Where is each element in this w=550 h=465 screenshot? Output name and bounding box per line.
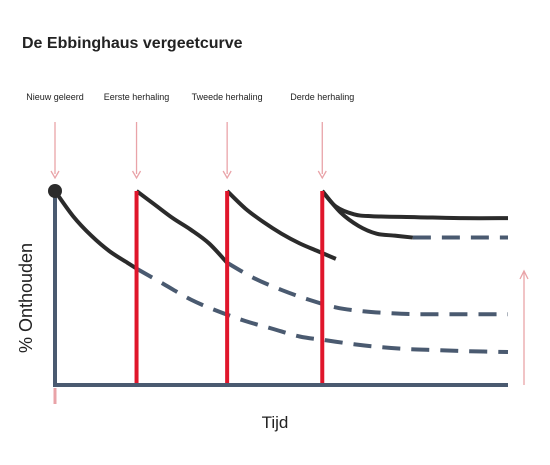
retention-curve-solid [135,189,229,265]
annotation-label: Derde herhaling [290,92,354,102]
annotation-label: Eerste herhaling [104,92,170,102]
annotation-arrowhead [222,170,232,180]
y-axis-label: % Onthouden [16,243,36,353]
retention-curve-solid [320,189,414,240]
annotation-arrowhead [131,170,142,180]
start-point [48,184,62,198]
annotation-label: Tweede herhaling [192,92,263,102]
plot-area: Nieuw geleerd Eerste herhaling Tweede herh… [26,92,529,404]
annotation-arrowhead [50,170,60,180]
annotation-arrowhead [317,170,327,180]
forgetting-curve-dashed [135,266,509,355]
x-axis-label: Tijd [262,413,289,432]
retention-curve-solid [320,189,509,221]
annotation-label: Nieuw geleerd [26,92,84,102]
retention-curve-solid [53,189,138,271]
forgetting-curve-dashed [226,261,508,317]
right-up-arrowhead [519,269,529,280]
chart-title: De Ebbinghaus vergeetcurve [22,35,243,52]
retention-curve-solid [225,189,337,261]
